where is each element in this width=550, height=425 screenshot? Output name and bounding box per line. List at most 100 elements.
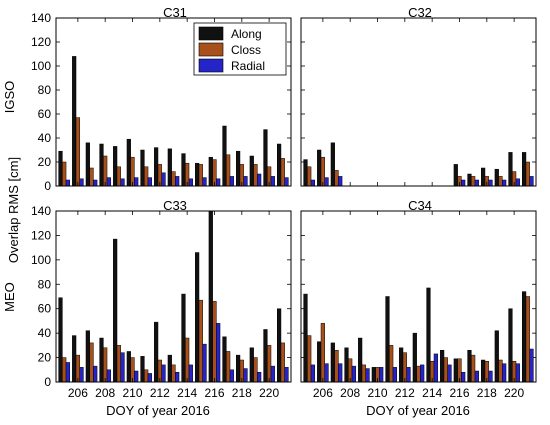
c33-ytick-label-100: 100 <box>31 253 51 267</box>
c33-ytick-label-80: 80 <box>38 277 52 291</box>
c33-xtick-label-218: 218 <box>232 386 252 400</box>
c34-bar-along-205 <box>303 293 308 383</box>
c33-bar-along-216 <box>208 210 213 383</box>
c33-bar-radial-212 <box>161 364 166 383</box>
c34-bar-along-216 <box>453 358 458 383</box>
c34-xtick-label-210: 210 <box>367 386 387 400</box>
c34-bar-radial-218 <box>488 370 493 383</box>
legend-swatch-radial <box>198 58 224 73</box>
c31-bar-along-209 <box>113 146 118 187</box>
c34-bar-radial-215 <box>447 364 452 383</box>
x-axis-title-left: DOY of year 2016 <box>106 403 210 418</box>
c34-bar-radial-220 <box>515 363 520 383</box>
c33-bar-radial-213 <box>175 371 180 383</box>
c32-frame <box>300 17 537 187</box>
c31-bar-radial-219 <box>257 173 262 187</box>
c31-bar-radial-211 <box>147 177 152 187</box>
c31-bar-along-216 <box>208 156 213 187</box>
c34-bar-along-217 <box>467 349 472 383</box>
c31-bar-radial-214 <box>188 178 193 187</box>
c33-bar-along-212 <box>154 321 159 383</box>
panel-c33: C33 0 20 40 60 80 100 120 140 206 208 210 212 214 216… <box>31 198 292 400</box>
c34-bar-closs-217 <box>471 354 476 383</box>
c31-bar-along-205 <box>58 150 63 187</box>
c31-bar-radial-221 <box>284 177 289 187</box>
c33-bar-closs-205 <box>62 357 67 383</box>
c33-bar-closs-221 <box>280 342 285 383</box>
c33-bar-radial-210 <box>134 370 139 383</box>
c31-bar-radial-205 <box>65 179 70 187</box>
c31-bar-radial-216 <box>216 178 221 187</box>
c34-bar-closs-211 <box>389 345 394 383</box>
c33-bar-radial-220 <box>270 365 275 383</box>
c31-bar-along-210 <box>126 138 131 187</box>
c33-bar-along-206 <box>72 335 77 383</box>
c33-bar-closs-220 <box>267 345 272 383</box>
c31-bar-closs-206 <box>75 117 80 187</box>
c33-xtick-label-214: 214 <box>177 386 197 400</box>
c33-bar-radial-219 <box>257 371 262 383</box>
c31-bar-along-212 <box>154 147 159 187</box>
row-label-meo: MEO <box>2 282 17 312</box>
c34-bar-radial-213 <box>420 364 425 383</box>
c33-bar-along-218 <box>236 354 241 383</box>
c31-bar-along-208 <box>99 143 104 187</box>
c34-bar-closs-206 <box>320 323 325 383</box>
c33-bar-along-208 <box>99 337 104 383</box>
c33-ytick-label-60: 60 <box>38 302 52 316</box>
c31-bar-radial-210 <box>134 177 139 187</box>
c33-xtick-label-208: 208 <box>95 386 115 400</box>
c31-bar-along-213 <box>167 148 172 187</box>
c34-bar-closs-209 <box>361 364 366 383</box>
c33-xtick-label-210: 210 <box>122 386 142 400</box>
c31-bar-radial-213 <box>175 176 180 187</box>
c33-bar-closs-215 <box>198 299 203 383</box>
c31-bar-along-220 <box>263 129 268 187</box>
c33-xtick-label-212: 212 <box>150 386 170 400</box>
c31-bar-radial-208 <box>106 177 111 187</box>
c33-bar-closs-214 <box>185 337 190 383</box>
c33-bar-closs-208 <box>103 347 108 383</box>
c33-bar-along-209 <box>113 238 118 383</box>
c31-bar-closs-213 <box>171 171 176 187</box>
c34-bar-radial-212 <box>406 367 411 383</box>
c31-frame <box>55 17 292 187</box>
c32-bar-along-218 <box>481 167 486 187</box>
c32-bar-along-216 <box>453 164 458 187</box>
c33-bar-closs-207 <box>89 342 94 383</box>
c32-bar-closs-221 <box>525 161 530 187</box>
c31-bar-closs-205 <box>62 161 67 187</box>
c33-bar-along-207 <box>85 330 90 383</box>
c33-bar-along-215 <box>195 252 200 383</box>
c34-bar-radial-205 <box>310 364 315 383</box>
c31-bar-closs-217 <box>226 154 231 187</box>
c33-ytick-label-0: 0 <box>44 375 51 389</box>
c34-bar-along-218 <box>481 359 486 383</box>
c33-bar-along-205 <box>58 297 63 383</box>
legend: Along Closs Radial <box>193 22 287 76</box>
c33-bar-closs-217 <box>226 351 231 383</box>
c32-bar-closs-206 <box>320 156 325 187</box>
c31-bar-along-207 <box>85 142 90 187</box>
c33-bar-closs-219 <box>253 357 258 383</box>
c31-bar-radial-217 <box>229 176 234 187</box>
panel-title-c31: C31 <box>163 5 187 20</box>
c33-bar-closs-216 <box>212 301 217 383</box>
c31-bar-along-215 <box>195 162 200 187</box>
c31-ytick-label-120: 120 <box>31 35 51 49</box>
c32-bar-closs-205 <box>307 166 312 187</box>
c34-bar-along-221 <box>522 291 527 383</box>
c33-bar-radial-214 <box>188 364 193 383</box>
c31-ytick-label-0: 0 <box>44 179 51 193</box>
c34-xtick-label-212: 212 <box>395 386 415 400</box>
c31-bar-closs-207 <box>89 167 94 187</box>
c34-bar-along-215 <box>440 349 445 383</box>
c32-bar-along-206 <box>317 149 322 187</box>
c34-frame <box>300 210 537 383</box>
c34-bar-closs-221 <box>525 296 530 383</box>
c32-bar-radial-206 <box>324 177 329 187</box>
c31-ytick-label-100: 100 <box>31 59 51 73</box>
c31-bar-radial-206 <box>79 178 84 187</box>
c34-bar-radial-216 <box>461 371 466 383</box>
